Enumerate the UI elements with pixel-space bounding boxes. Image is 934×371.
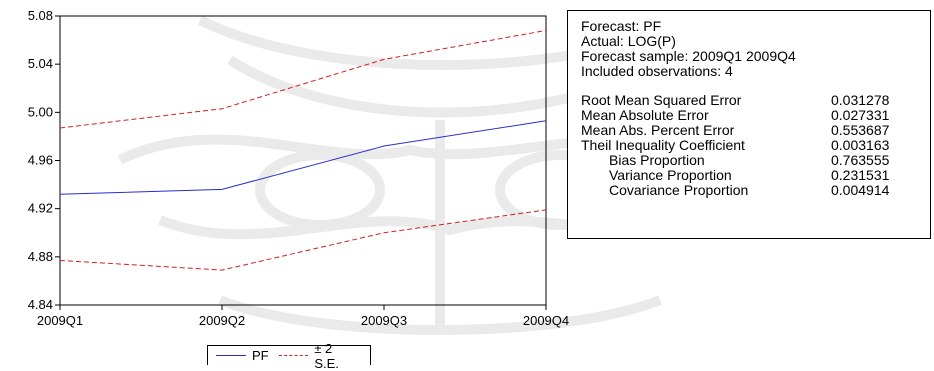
y-tick-label: 4.84 <box>28 297 53 312</box>
metric-value: 0.553687 <box>831 122 890 138</box>
metric-row: Theil Inequality Coefficient 0.003163 <box>581 138 930 153</box>
metric-value: 0.004914 <box>831 182 890 198</box>
forecast-stats-panel: Forecast: PF Actual: LOG(P) Forecast sam… <box>567 10 931 239</box>
metric-row: Covariance Proportion 0.004914 <box>581 183 930 198</box>
legend-label-se: ± 2 S.E. <box>314 340 339 371</box>
metric-value: 0.031278 <box>831 92 890 108</box>
series-line-se-upper <box>59 29 547 129</box>
metric-value: 0.027331 <box>831 107 890 123</box>
x-tick-label: 2009Q1 <box>37 313 83 328</box>
metric-label: Theil Inequality Coefficient <box>581 137 745 153</box>
x-tick-label: 2009Q3 <box>361 313 407 328</box>
legend-item-se: ± 2 S.E. <box>278 340 360 371</box>
legend-item-pf: PF <box>216 348 269 363</box>
series-line-pf <box>59 120 547 195</box>
metric-label: Mean Absolute Error <box>581 107 709 123</box>
metric-label: Mean Abs. Percent Error <box>581 122 735 138</box>
y-tick-label: 5.00 <box>28 104 53 119</box>
plot-frame <box>59 15 547 306</box>
metric-row: Root Mean Squared Error 0.031278 <box>581 93 930 108</box>
metric-value: 0.231531 <box>831 167 890 183</box>
x-axis: 2009Q1 2009Q2 2009Q3 2009Q4 <box>37 305 569 328</box>
x-tick-label: 2009Q2 <box>199 313 245 328</box>
y-tick-label: 5.08 <box>28 8 53 23</box>
x-tick-label: 2009Q4 <box>523 313 569 328</box>
y-axis: 4.84 4.88 4.92 4.96 5.00 5.04 5.08 <box>28 8 60 312</box>
legend-label-pf: PF <box>252 348 269 363</box>
metric-label: Covariance Proportion <box>609 182 749 198</box>
series-layer <box>59 29 547 271</box>
metric-row: Variance Proportion 0.231531 <box>581 168 930 183</box>
stats-header-sample: Forecast sample: 2009Q1 2009Q4 <box>581 48 796 64</box>
legend-swatch-dashed <box>278 355 309 356</box>
metric-label: Bias Proportion <box>609 152 705 168</box>
y-tick-label: 5.04 <box>28 56 53 71</box>
stats-header-actual: Actual: LOG(P) <box>581 33 676 49</box>
series-line-se-lower <box>59 209 547 271</box>
metric-label: Root Mean Squared Error <box>581 92 742 108</box>
metric-row: Mean Abs. Percent Error 0.553687 <box>581 123 930 138</box>
chart-legend: PF ± 2 S.E. <box>207 341 371 371</box>
metric-value: 0.003163 <box>831 137 890 153</box>
legend-swatch-solid <box>216 355 246 356</box>
y-tick-label: 4.88 <box>28 249 53 264</box>
metric-row: Bias Proportion 0.763555 <box>581 153 930 168</box>
metric-row: Mean Absolute Error 0.027331 <box>581 108 930 123</box>
stats-header-observations: Included observations: 4 <box>581 63 733 79</box>
metric-label: Variance Proportion <box>609 167 732 183</box>
stats-header: Forecast: PF Actual: LOG(P) Forecast sam… <box>581 19 930 79</box>
y-tick-label: 4.96 <box>28 153 53 168</box>
y-tick-label: 4.92 <box>28 201 53 216</box>
stats-header-forecast: Forecast: PF <box>581 18 662 34</box>
metric-value: 0.763555 <box>831 152 890 168</box>
